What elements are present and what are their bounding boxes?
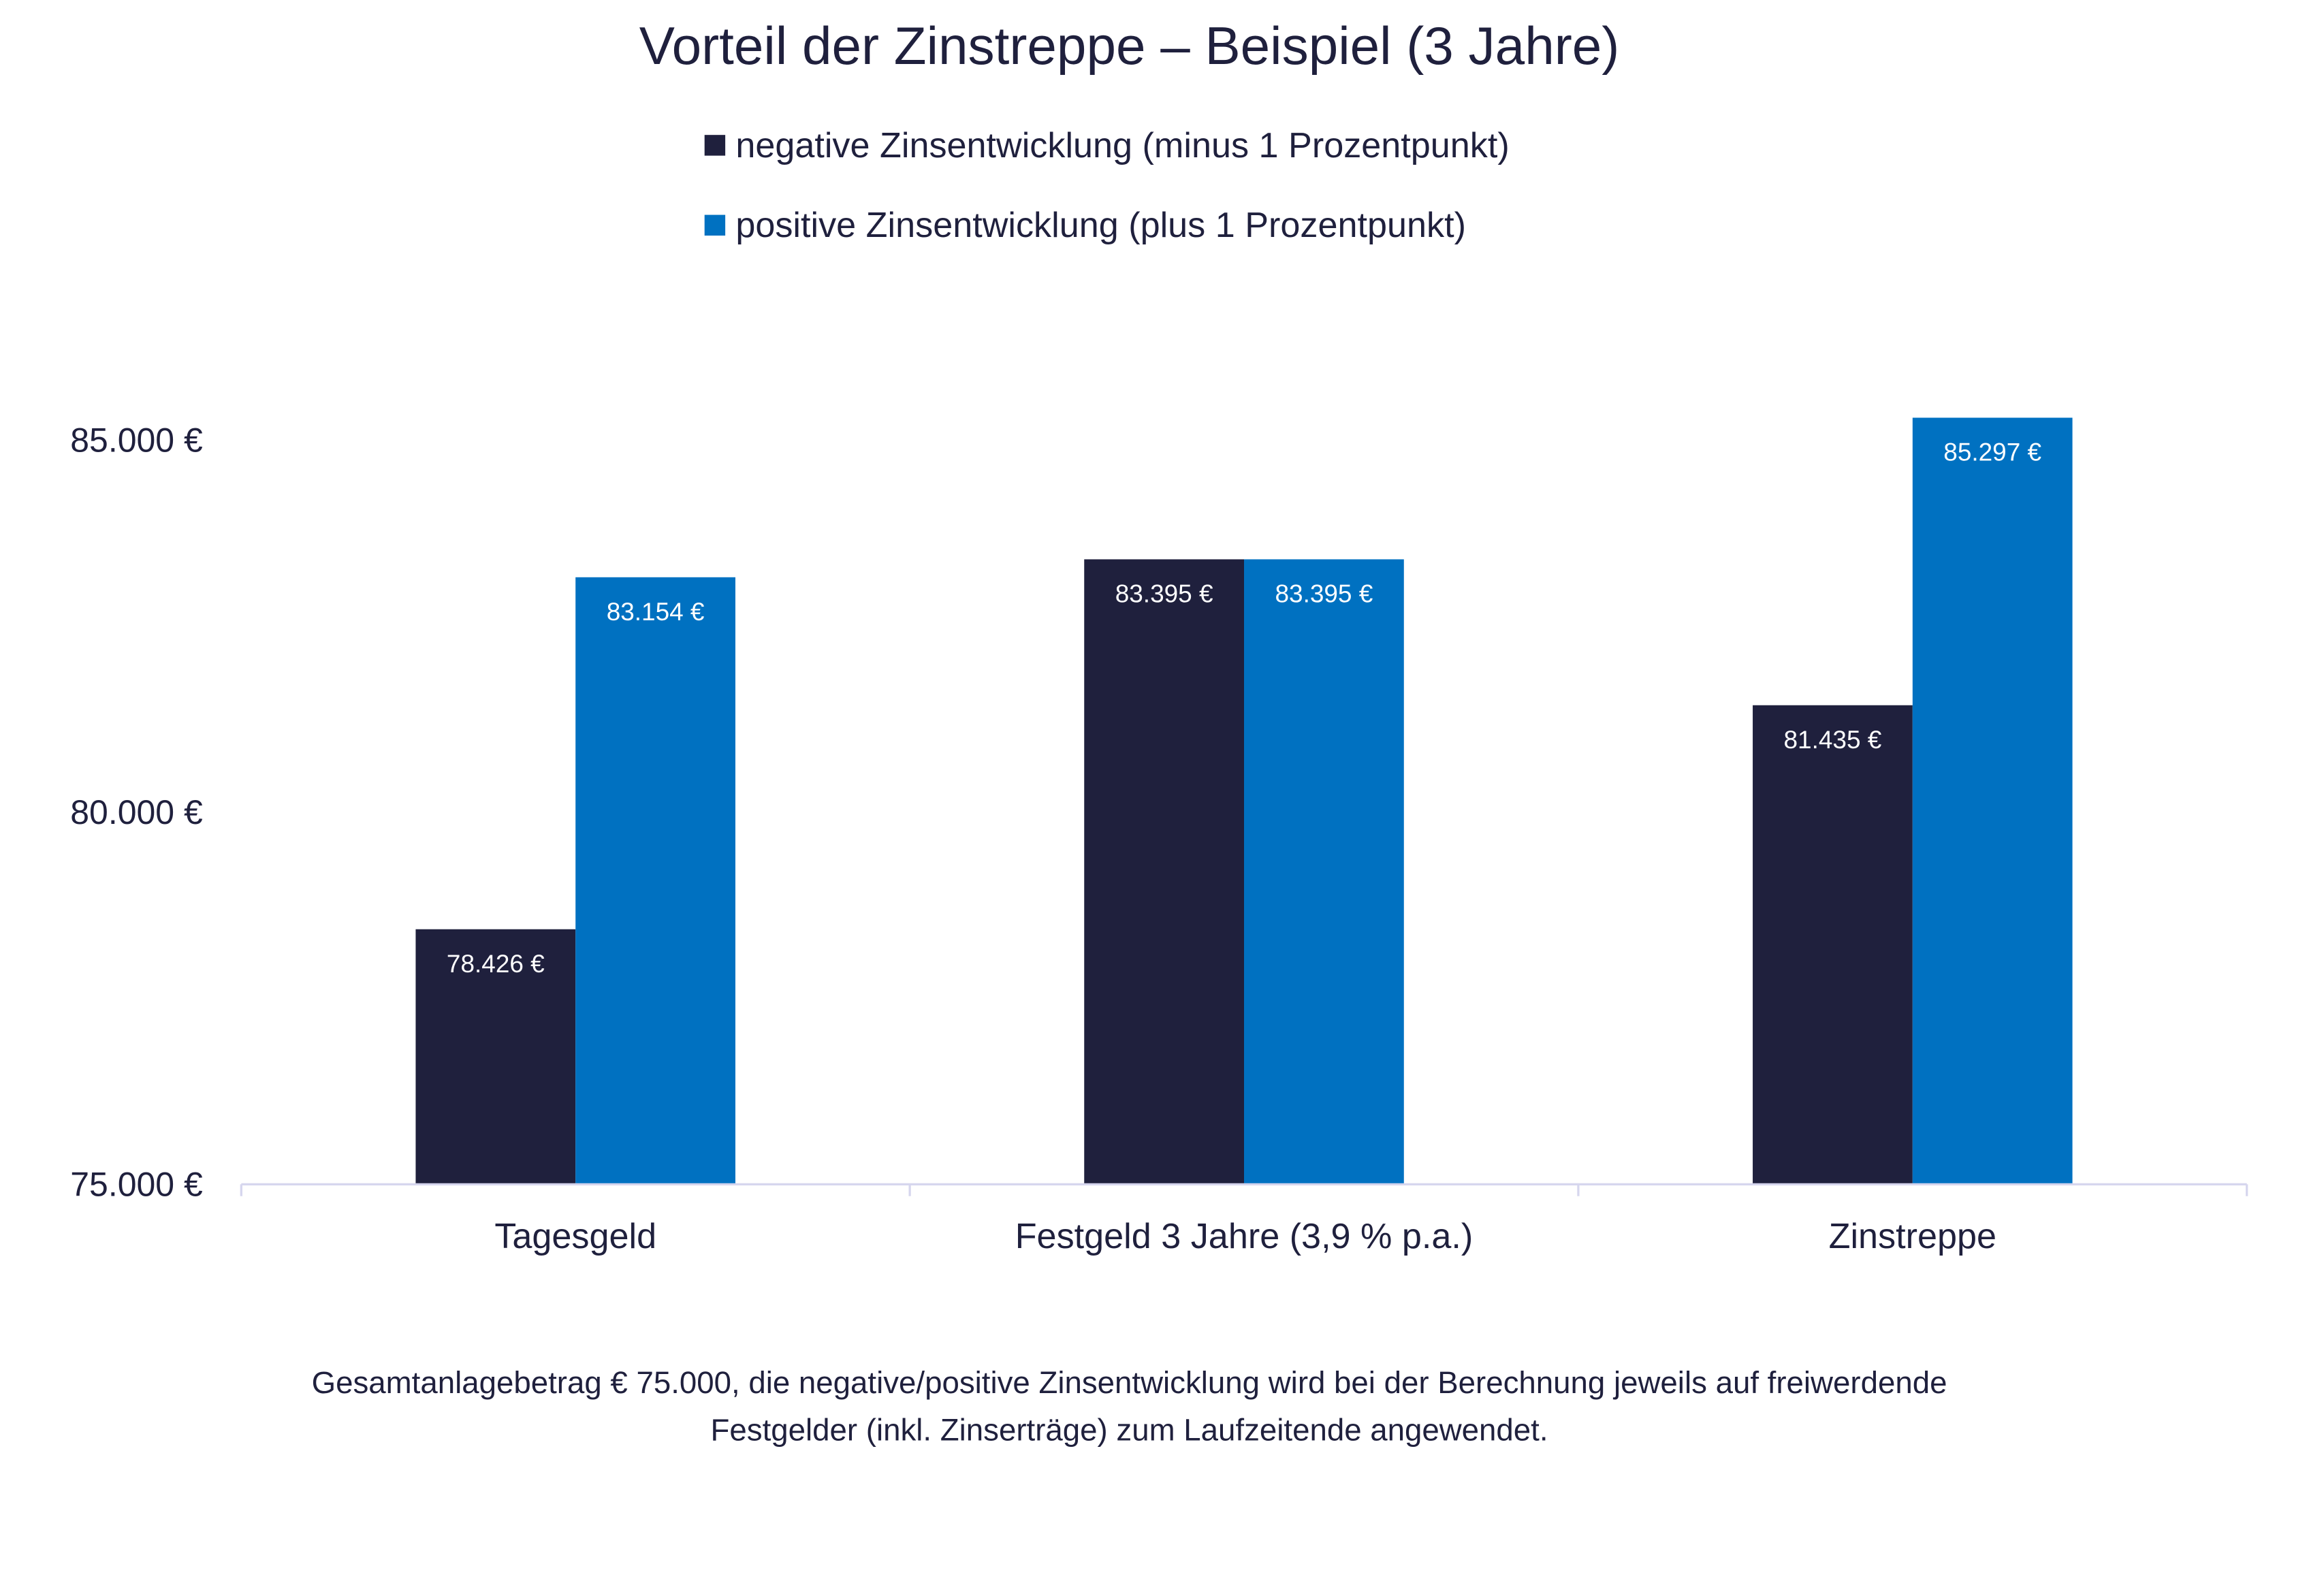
legend-swatch-positive (704, 214, 726, 236)
data-label: 83.154 € (607, 598, 705, 626)
y-tick-label: 85.000 € (70, 421, 203, 459)
chart-title: Vorteil der Zinstreppe – Beispiel (3 Jah… (639, 16, 1620, 76)
data-label: 81.435 € (1784, 726, 1882, 754)
data-label: 85.297 € (1943, 438, 2041, 466)
legend-label-positive: positive Zinsentwicklung (plus 1 Prozent… (735, 206, 1466, 245)
legend-swatch-negative (704, 135, 726, 156)
y-tick-label: 80.000 € (70, 793, 203, 831)
data-label: 78.426 € (447, 950, 545, 978)
footnote-line-2: Festgelder (inkl. Zinserträge) zum Laufz… (711, 1412, 1548, 1447)
footnote-line-1: Gesamtanlagebetrag € 75.000, die negativ… (312, 1365, 1947, 1400)
data-label: 83.395 € (1115, 579, 1213, 607)
bar-positive (575, 577, 735, 1185)
bar-negative (1084, 559, 1245, 1185)
data-label: 83.395 € (1275, 579, 1373, 607)
bar-positive (1244, 559, 1404, 1185)
x-tick-label: Zinstreppe (1829, 1217, 1996, 1256)
bar-positive (1912, 417, 2073, 1185)
legend-label-negative: negative Zinsentwicklung (minus 1 Prozen… (735, 126, 1509, 165)
x-tick-label: Festgeld 3 Jahre (3,9 % p.a.) (1015, 1217, 1474, 1256)
bar-negative (415, 929, 576, 1185)
y-tick-label: 75.000 € (70, 1166, 203, 1204)
bar-negative (1753, 705, 1913, 1185)
x-tick-label: Tagesgeld (494, 1217, 656, 1256)
